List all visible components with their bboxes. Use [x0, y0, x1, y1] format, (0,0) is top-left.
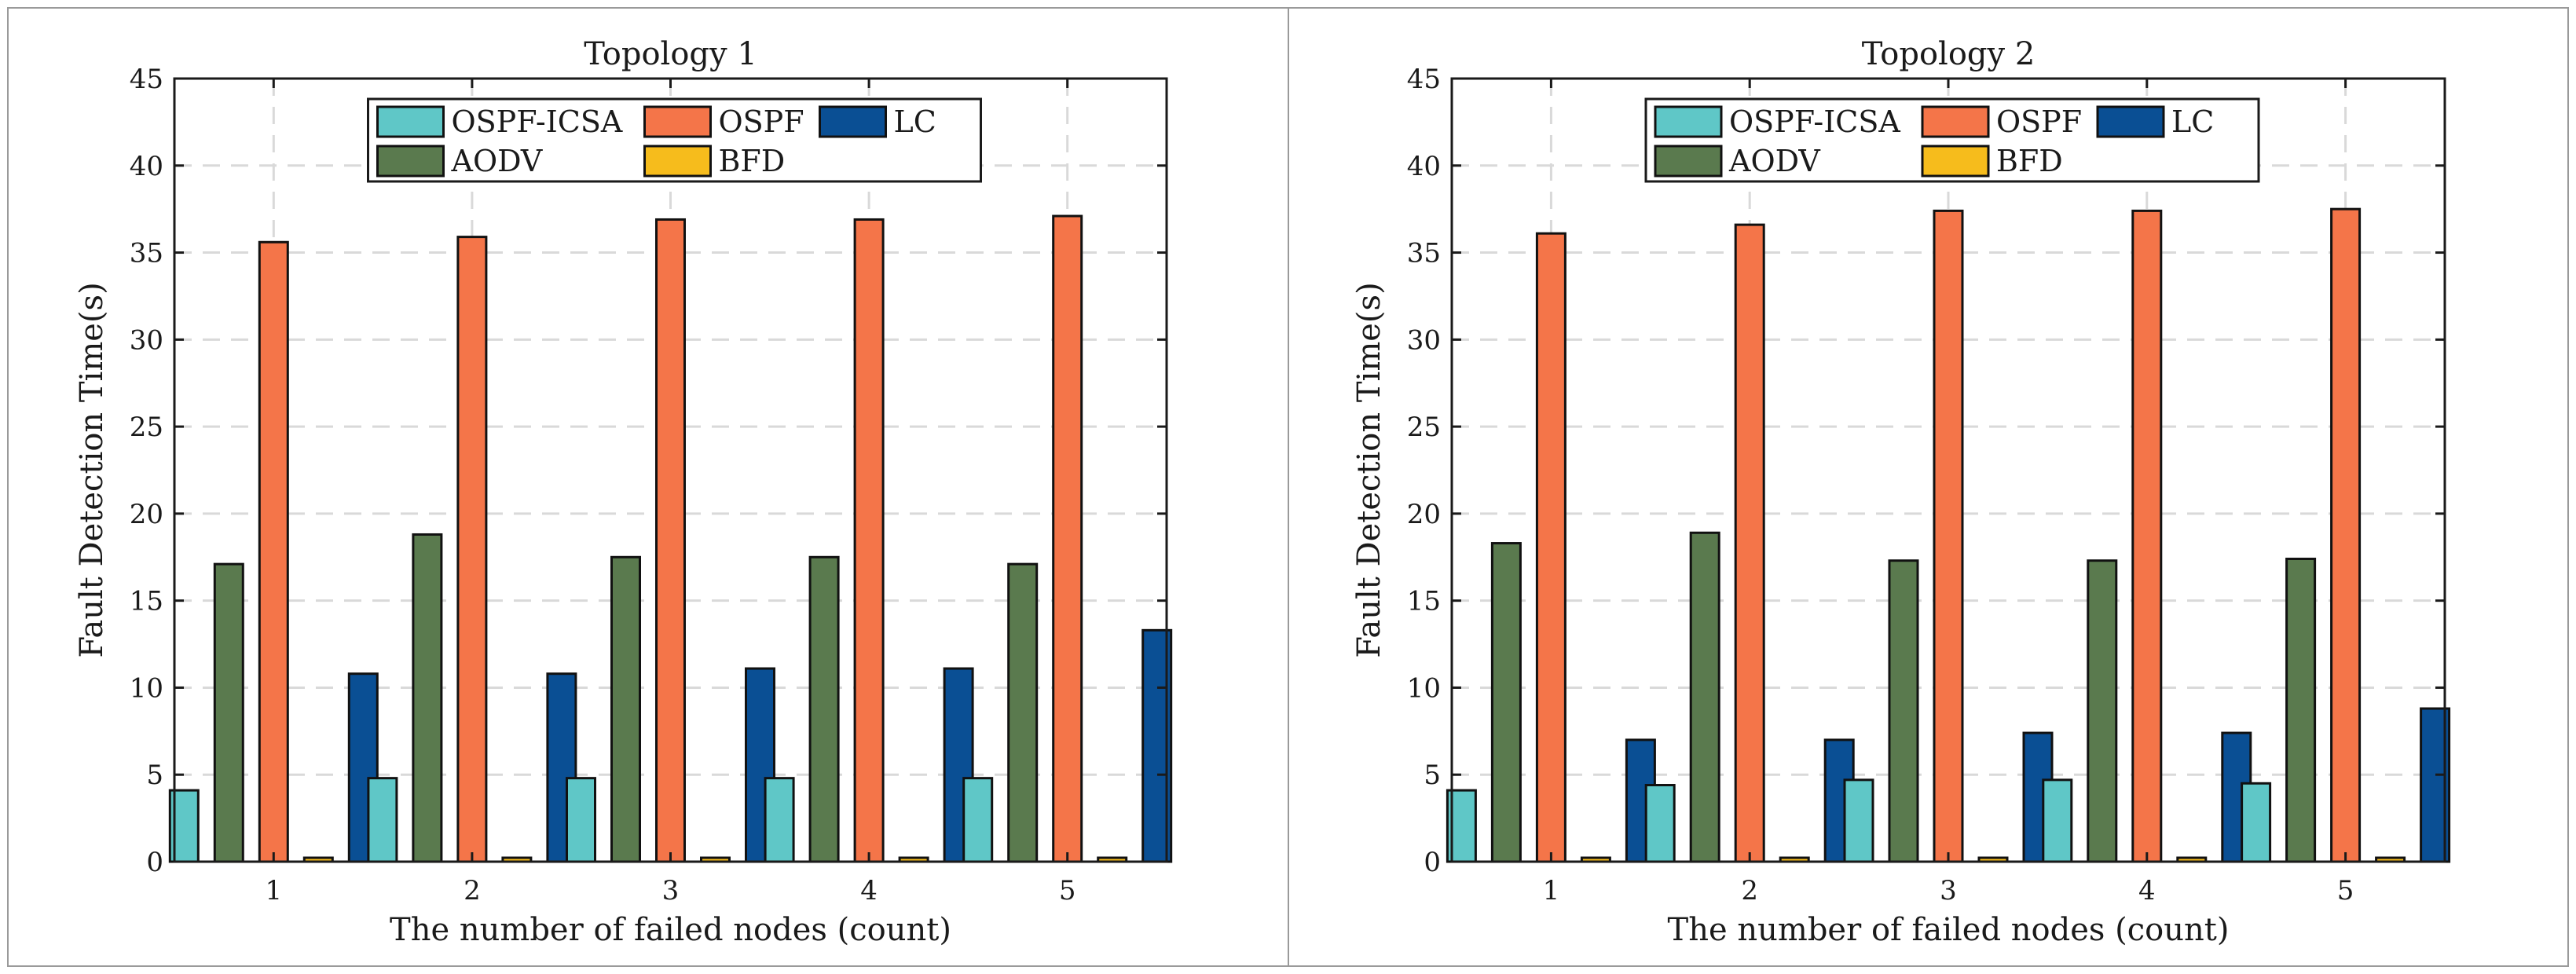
- legend-swatch-lc: [2096, 105, 2165, 138]
- y-tick-label: 5: [1424, 760, 1441, 791]
- bar-ospf-5: [2330, 207, 2362, 863]
- bar-aodv-5: [2285, 557, 2317, 863]
- legend-swatch-ospf-icsa: [1654, 105, 1723, 138]
- bar-ospf-4: [853, 218, 885, 863]
- x-tick-label: 1: [265, 875, 282, 906]
- legend-label-aodv: AODV: [1728, 144, 1820, 178]
- bar-aodv-4: [2087, 559, 2118, 863]
- bar-aodv-2: [1689, 531, 1720, 863]
- legend-label-bfd: BFD: [719, 144, 786, 178]
- legend-label-lc: LC: [2171, 104, 2214, 139]
- legend-label-ospf-icsa: OSPF-ICSA: [1729, 104, 1900, 139]
- bar-ospf-icsa-4: [2042, 778, 2073, 863]
- x-axis-label: The number of failed nodes (count): [390, 912, 951, 948]
- legend-swatch-lc: [819, 105, 887, 138]
- y-tick-label: 5: [146, 760, 163, 791]
- y-tick-label: 45: [130, 64, 163, 95]
- x-axis-label: The number of failed nodes (count): [1668, 912, 2230, 948]
- x-tick-label: 3: [1940, 875, 1957, 906]
- legend-label-ospf: OSPF: [719, 104, 804, 139]
- bar-ospf-1: [258, 240, 289, 863]
- legend-label-aodv: AODV: [451, 144, 543, 178]
- legend-swatch-ospf: [1921, 105, 1990, 138]
- bar-ospf-icsa-3: [566, 777, 596, 863]
- x-tick-label: 4: [2138, 875, 2156, 906]
- y-tick-label: 40: [1407, 151, 1441, 182]
- legend-swatch-aodv: [376, 145, 445, 178]
- y-tick-label: 0: [146, 847, 163, 878]
- bar-ospf-3: [655, 218, 686, 863]
- y-tick-label: 0: [1424, 847, 1441, 878]
- x-tick-label: 5: [2337, 875, 2354, 906]
- y-tick-label: 40: [130, 151, 163, 182]
- legend-swatch-bfd: [643, 145, 712, 178]
- x-tick-label: 2: [1741, 875, 1758, 906]
- bar-ospf-1: [1535, 232, 1566, 863]
- legend-label-ospf: OSPF: [1996, 104, 2082, 139]
- y-tick-label: 35: [1407, 238, 1441, 269]
- chart-title: Topology 1: [584, 36, 757, 72]
- y-axis-label: Fault Detection Time(s): [74, 282, 110, 657]
- legend-swatch-ospf: [643, 105, 712, 138]
- bar-aodv-4: [808, 555, 840, 863]
- y-tick-label: 20: [130, 499, 163, 530]
- chart-title: Topology 2: [1862, 36, 2036, 72]
- bar-ospf-icsa-4: [764, 777, 795, 863]
- legend-label-bfd: BFD: [1996, 144, 2063, 178]
- bar-aodv-5: [1007, 562, 1039, 863]
- y-tick-label: 15: [1407, 586, 1441, 617]
- bar-ospf-4: [2131, 209, 2163, 863]
- legend-swatch-ospf-icsa: [376, 105, 445, 138]
- y-tick-label: 35: [130, 238, 163, 269]
- x-tick-label: 4: [860, 875, 878, 906]
- x-tick-label: 5: [1059, 875, 1076, 906]
- x-tick-label: 1: [1543, 875, 1560, 906]
- y-axis-label: Fault Detection Time(s): [1351, 282, 1387, 657]
- bar-ospf-2: [1734, 223, 1765, 863]
- y-tick-label: 45: [1407, 64, 1441, 95]
- legend-swatch-bfd: [1921, 145, 1990, 178]
- x-tick-label: 3: [662, 875, 680, 906]
- bar-aodv-1: [1490, 542, 1522, 863]
- y-tick-label: 15: [130, 586, 163, 617]
- bar-ospf-2: [456, 236, 488, 863]
- panel-frame-2: [1288, 7, 2569, 967]
- y-tick-label: 10: [130, 672, 163, 704]
- x-tick-label: 2: [464, 875, 481, 906]
- y-tick-label: 25: [130, 412, 163, 443]
- bar-aodv-3: [610, 555, 641, 863]
- y-tick-label: 30: [1407, 324, 1441, 356]
- y-tick-label: 10: [1407, 672, 1441, 704]
- legend-label-lc: LC: [894, 104, 936, 139]
- y-tick-label: 25: [1407, 412, 1441, 443]
- bar-ospf-icsa-5: [2241, 782, 2272, 863]
- bar-ospf-5: [1052, 214, 1083, 863]
- bar-ospf-icsa-2: [1644, 784, 1676, 863]
- legend-label-ospf-icsa: OSPF-ICSA: [452, 104, 623, 139]
- bar-ospf-icsa-2: [367, 777, 398, 863]
- bar-aodv-2: [412, 533, 443, 863]
- bar-aodv-3: [1888, 559, 1919, 863]
- y-tick-label: 30: [130, 324, 163, 356]
- y-tick-label: 20: [1407, 499, 1441, 530]
- bar-ospf-icsa-5: [962, 777, 994, 863]
- legend-swatch-aodv: [1654, 145, 1723, 178]
- bar-ospf-3: [1933, 209, 1964, 863]
- bar-aodv-1: [213, 562, 244, 863]
- bar-ospf-icsa-3: [1843, 778, 1874, 863]
